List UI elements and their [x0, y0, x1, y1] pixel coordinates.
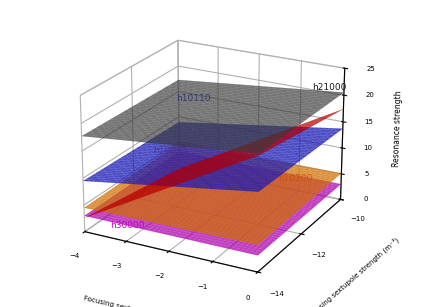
Y-axis label: Defocusing sextupole strength (m⁻³): Defocusing sextupole strength (m⁻³) — [299, 236, 400, 307]
X-axis label: Focusing sextupole strength (m⁻³): Focusing sextupole strength (m⁻³) — [82, 293, 201, 307]
